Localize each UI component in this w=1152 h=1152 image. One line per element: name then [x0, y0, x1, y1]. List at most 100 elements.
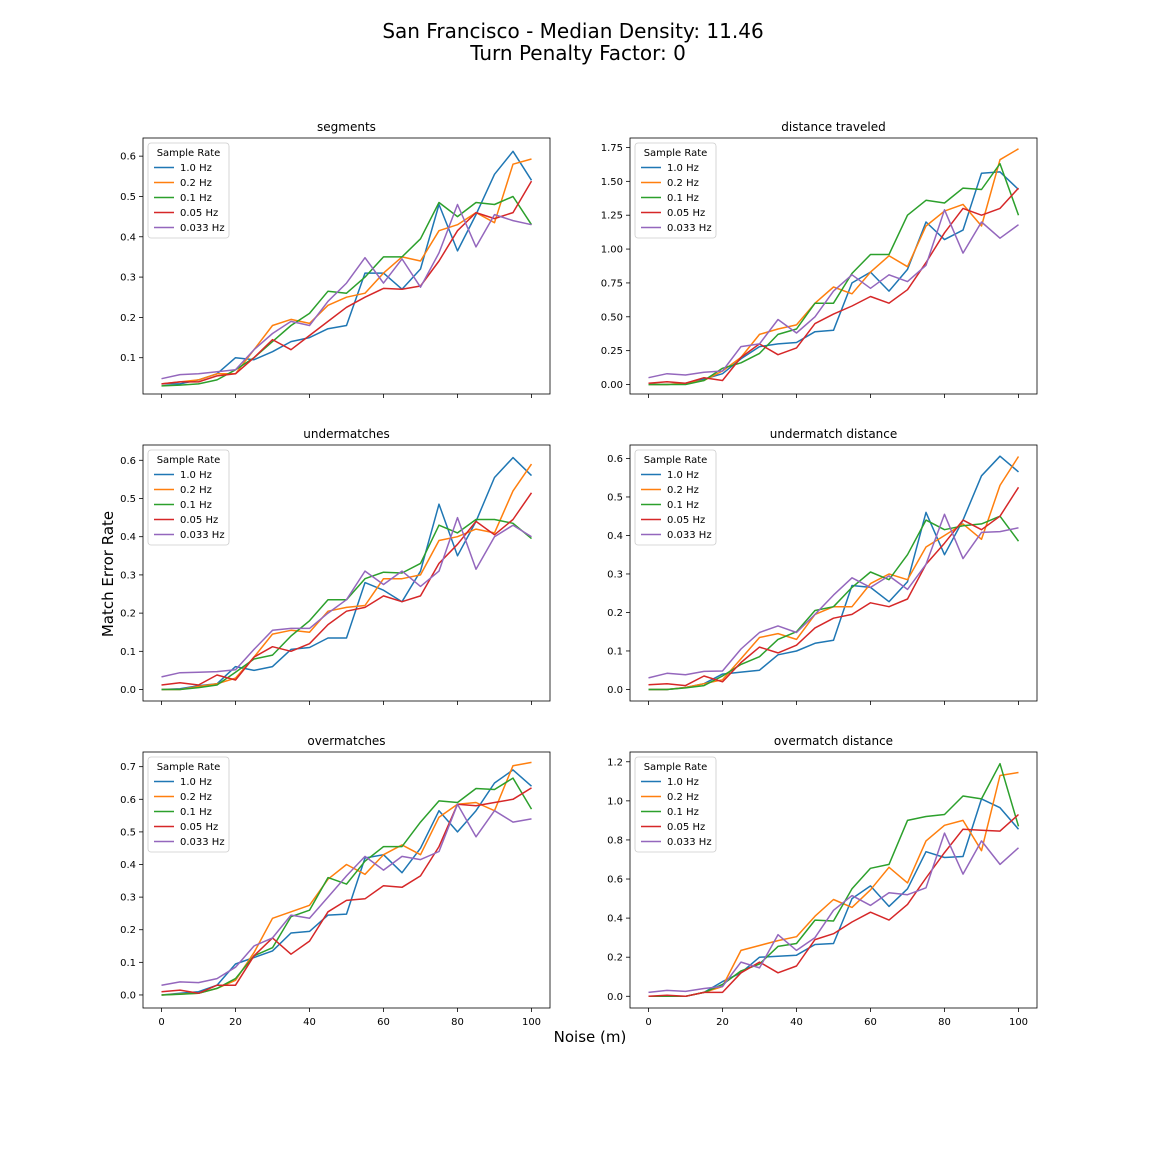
legend-title: Sample Rate: [644, 148, 708, 159]
y-tick-label: 0.00: [601, 380, 623, 391]
axes-frame: [629, 444, 1038, 702]
legend-label-0-05-hz: 0.05 Hz: [180, 208, 218, 219]
x-tick-label: 60: [377, 1017, 390, 1028]
y-tick-label: 0.3: [607, 569, 623, 580]
subplot-title: overmatch distance: [774, 734, 893, 748]
y-tick-label: 0.0: [607, 992, 623, 1003]
y-tick-label: 0.4: [120, 532, 136, 543]
series-line-0-033-hz: [648, 513, 1019, 679]
y-tick-label: 1.0: [607, 796, 623, 807]
legend-label-0-05-hz: 0.05 Hz: [667, 208, 705, 219]
figure-title-line2: Turn Penalty Factor: 0: [469, 41, 686, 65]
axes-frame: [142, 751, 551, 1009]
y-tick-label: 0.3: [120, 570, 136, 581]
x-tick-label: 60: [864, 1017, 877, 1028]
x-tick-label: 40: [790, 1017, 803, 1028]
y-tick-label: 0.5: [120, 827, 136, 838]
subplot-title: distance traveled: [781, 120, 885, 134]
y-tick-label: 0.50: [601, 312, 623, 323]
legend-label-0-1-hz: 0.1 Hz: [180, 193, 212, 204]
y-tick-label: 0.3: [120, 893, 136, 904]
y-tick-label: 0.2: [120, 313, 136, 324]
series-line-0-05-hz: [648, 187, 1020, 384]
subplot-segments: segments 0.1 0.2 0.3 0.4 0.5 0.6 Sample Rate 1.0…: [120, 120, 551, 398]
x-tick-label: 20: [229, 1017, 242, 1028]
figure-title-line1: San Francisco - Median Density: 11.46: [382, 19, 763, 43]
y-tick-label: 0.4: [120, 232, 136, 243]
series-line-0-033-hz: [161, 516, 532, 678]
legend-label-1-0-hz: 1.0 Hz: [667, 470, 699, 481]
series-line-1-0-hz: [648, 455, 1019, 691]
y-tick-label: 0.4: [607, 914, 623, 925]
y-tick-label: 0.4: [120, 860, 136, 871]
legend-label-0-033-hz: 0.033 Hz: [667, 223, 712, 234]
subplot-distance-traveled: distance traveled 0.00 0.25 0.50 0.75 1.00 1.2…: [601, 120, 1038, 398]
y-tick-label: 0.75: [601, 278, 623, 289]
legend-label-0-2-hz: 0.2 Hz: [180, 792, 212, 803]
legend-label-0-05-hz: 0.05 Hz: [667, 822, 705, 833]
series-line-0-033-hz: [161, 203, 532, 380]
y-tick-label: 0.1: [120, 647, 136, 658]
legend-title: Sample Rate: [644, 762, 708, 773]
y-tick-label: 0.0: [607, 685, 623, 696]
series-line-0-05-hz: [161, 787, 532, 995]
axes-frame: [142, 137, 551, 395]
y-tick-label: 0.1: [120, 958, 136, 969]
series-line-0-1-hz: [161, 195, 533, 387]
x-tick-label: 100: [522, 1017, 541, 1028]
series-line-0-2-hz: [161, 158, 532, 385]
legend-label-1-0-hz: 1.0 Hz: [180, 777, 212, 788]
legend: Sample Rate 1.0 Hz 0.2 Hz 0.1 Hz 0.05 Hz 0.03…: [634, 756, 717, 853]
legend-label-0-033-hz: 0.033 Hz: [180, 530, 225, 541]
y-tick-label: 1.25: [601, 211, 623, 222]
figure-ylabel: Match Error Rate: [99, 511, 117, 637]
subplot-title: undermatch distance: [770, 427, 898, 441]
series-line-0-033-hz: [648, 832, 1020, 994]
legend-label-0-1-hz: 0.1 Hz: [667, 500, 699, 511]
legend: Sample Rate 1.0 Hz 0.2 Hz 0.1 Hz 0.05 Hz 0.03…: [147, 756, 230, 853]
figure-xlabel: Noise (m): [554, 1028, 627, 1046]
legend-label-0-033-hz: 0.033 Hz: [180, 837, 225, 848]
legend-label-1-0-hz: 1.0 Hz: [180, 163, 212, 174]
x-tick-label: 0: [158, 1017, 164, 1028]
series-line-1-0-hz: [161, 769, 532, 996]
y-tick-label: 0.2: [120, 925, 136, 936]
legend-label-1-0-hz: 1.0 Hz: [667, 163, 699, 174]
series-line-0-05-hz: [161, 180, 533, 385]
y-tick-label: 0.6: [607, 454, 623, 465]
subplot-overmatches: overmatches 0.0 0.1 0.2 0.3 0.4 0.5 0.6 0.7 0 20 40…: [120, 734, 551, 1028]
x-tick-label: 20: [716, 1017, 729, 1028]
legend: Sample Rate 1.0 Hz 0.2 Hz 0.1 Hz 0.05 Hz 0.03…: [147, 449, 230, 546]
y-tick-label: 0.6: [120, 152, 136, 163]
y-tick-label: 1.50: [601, 177, 623, 188]
subplot-grid: segments 0.1 0.2 0.3 0.4 0.5 0.6 Sample Rate 1.0…: [120, 120, 1038, 1028]
subplot-overmatch-distance: overmatch distance 0.0 0.2 0.4 0.6 0.8 1.0 1.2 0…: [607, 734, 1038, 1028]
legend-title: Sample Rate: [157, 762, 221, 773]
y-tick-label: 0.2: [607, 953, 623, 964]
series-line-0-05-hz: [648, 813, 1020, 998]
y-tick-label: 0.5: [120, 192, 136, 203]
legend-label-0-1-hz: 0.1 Hz: [180, 807, 212, 818]
axes-frame: [142, 444, 551, 702]
y-tick-label: 0.6: [607, 875, 623, 886]
y-tick-label: 0.6: [120, 795, 136, 806]
legend: Sample Rate 1.0 Hz 0.2 Hz 0.1 Hz 0.05 Hz 0.03…: [147, 142, 230, 239]
series-line-0-1-hz: [648, 162, 1020, 386]
legend-label-0-2-hz: 0.2 Hz: [667, 178, 699, 189]
subplot-title: overmatches: [307, 734, 385, 748]
y-tick-label: 0.1: [607, 646, 623, 657]
series-line-1-0-hz: [161, 456, 533, 691]
legend-label-0-2-hz: 0.2 Hz: [180, 178, 212, 189]
legend-label-0-1-hz: 0.1 Hz: [667, 193, 699, 204]
legend-label-0-2-hz: 0.2 Hz: [667, 485, 699, 496]
y-tick-label: 0.3: [120, 273, 136, 284]
x-tick-label: 80: [451, 1017, 464, 1028]
y-tick-label: 0.5: [120, 494, 136, 505]
legend-label-0-05-hz: 0.05 Hz: [667, 515, 705, 526]
legend-label-1-0-hz: 1.0 Hz: [180, 470, 212, 481]
y-tick-label: 0.2: [607, 608, 623, 619]
series-line-0-033-hz: [161, 803, 532, 986]
series-line-0-2-hz: [648, 148, 1019, 386]
legend: Sample Rate 1.0 Hz 0.2 Hz 0.1 Hz 0.05 Hz 0.03…: [634, 449, 717, 546]
